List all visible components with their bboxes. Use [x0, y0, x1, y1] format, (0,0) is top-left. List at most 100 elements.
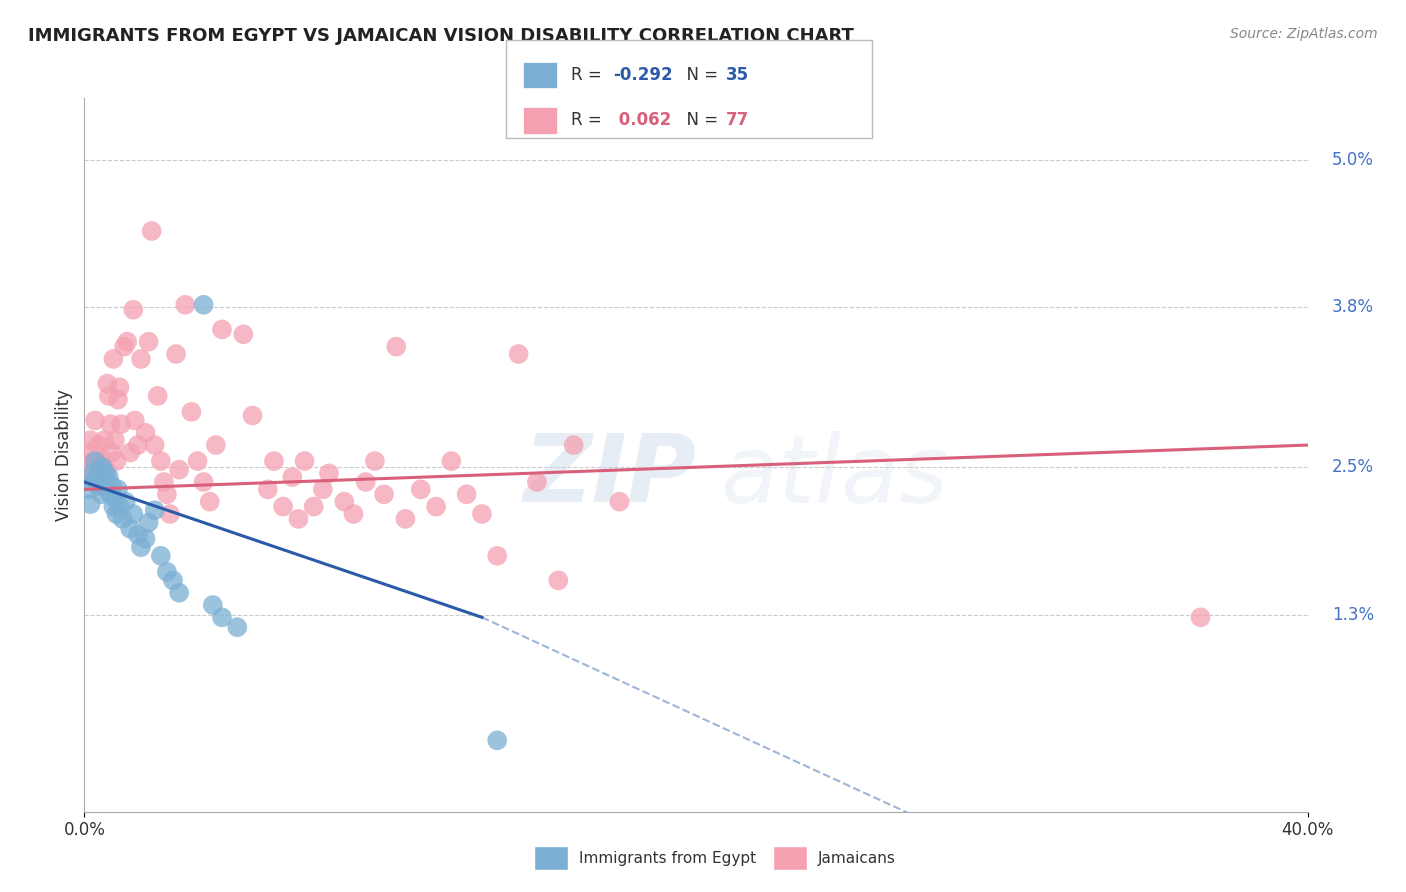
Point	[84, 413, 107, 427]
Point	[96, 483, 118, 497]
Point	[129, 351, 152, 366]
Point	[180, 405, 202, 419]
Point	[103, 500, 125, 514]
Point	[80, 454, 103, 468]
Point	[156, 487, 179, 501]
Point	[138, 516, 160, 530]
Point	[242, 409, 264, 423]
Point	[98, 417, 121, 432]
Point	[94, 463, 117, 477]
Point	[257, 483, 280, 497]
Point	[263, 454, 285, 468]
Point	[77, 445, 100, 459]
Text: Source: ZipAtlas.com: Source: ZipAtlas.com	[1230, 27, 1378, 41]
Text: 77: 77	[725, 112, 749, 129]
Point	[90, 487, 112, 501]
Point	[127, 438, 149, 452]
Point	[120, 522, 142, 536]
Point	[89, 470, 111, 484]
Point	[101, 478, 124, 492]
Point	[84, 454, 107, 468]
Point	[149, 454, 172, 468]
Point	[159, 507, 181, 521]
Point	[97, 470, 120, 484]
Point	[83, 475, 105, 489]
Point	[79, 497, 101, 511]
Point	[146, 389, 169, 403]
Point	[93, 433, 115, 447]
Point	[165, 347, 187, 361]
Point	[129, 540, 152, 554]
Text: R =: R =	[571, 66, 607, 84]
Text: atlas: atlas	[720, 431, 949, 522]
Point	[87, 438, 110, 452]
Point	[138, 334, 160, 349]
Point	[101, 445, 124, 459]
Point	[211, 610, 233, 624]
Point	[201, 598, 224, 612]
Point	[562, 438, 585, 452]
Point	[105, 454, 128, 468]
Point	[110, 417, 132, 432]
Text: ZIP: ZIP	[523, 430, 696, 523]
Text: 0.062: 0.062	[613, 112, 671, 129]
Point	[193, 298, 215, 312]
Point	[135, 532, 157, 546]
Point	[205, 438, 228, 452]
Point	[149, 549, 172, 563]
Point	[108, 500, 131, 514]
Point	[104, 491, 127, 505]
Point	[112, 340, 135, 354]
Point	[93, 475, 115, 489]
Point	[198, 494, 221, 508]
Point	[141, 224, 163, 238]
Point	[508, 347, 530, 361]
Text: 35: 35	[725, 66, 748, 84]
Point	[135, 425, 157, 440]
Point	[104, 433, 127, 447]
Point	[115, 334, 138, 349]
Point	[312, 483, 335, 497]
Point	[156, 565, 179, 579]
Text: N =: N =	[676, 112, 724, 129]
Point	[486, 549, 509, 563]
Point	[79, 433, 101, 447]
Point	[193, 475, 215, 489]
Point	[186, 454, 208, 468]
Point	[127, 528, 149, 542]
Point	[162, 574, 184, 588]
Point	[333, 494, 356, 508]
Point	[76, 463, 98, 477]
Point	[174, 298, 197, 312]
Point	[526, 475, 548, 489]
Point	[271, 500, 294, 514]
Text: -0.292: -0.292	[613, 66, 672, 84]
Point	[373, 487, 395, 501]
Point	[318, 467, 340, 481]
Point	[354, 475, 377, 489]
Point	[287, 512, 309, 526]
Point	[394, 512, 416, 526]
Point	[86, 454, 108, 468]
Point	[471, 507, 494, 521]
Point	[153, 475, 176, 489]
Point	[77, 483, 100, 497]
Point	[167, 463, 190, 477]
Text: 1.3%: 1.3%	[1331, 606, 1374, 624]
Point	[385, 340, 408, 354]
Text: Jamaicans: Jamaicans	[818, 851, 896, 865]
Point	[425, 500, 447, 514]
Point	[226, 620, 249, 634]
Point	[120, 445, 142, 459]
Point	[98, 487, 121, 501]
Point	[87, 478, 110, 492]
Point	[143, 438, 166, 452]
Point	[167, 585, 190, 599]
Point	[108, 380, 131, 394]
Point	[440, 454, 463, 468]
Point	[111, 512, 134, 526]
Point	[281, 470, 304, 484]
Point	[94, 467, 117, 481]
Point	[609, 494, 631, 508]
Point	[105, 507, 128, 521]
